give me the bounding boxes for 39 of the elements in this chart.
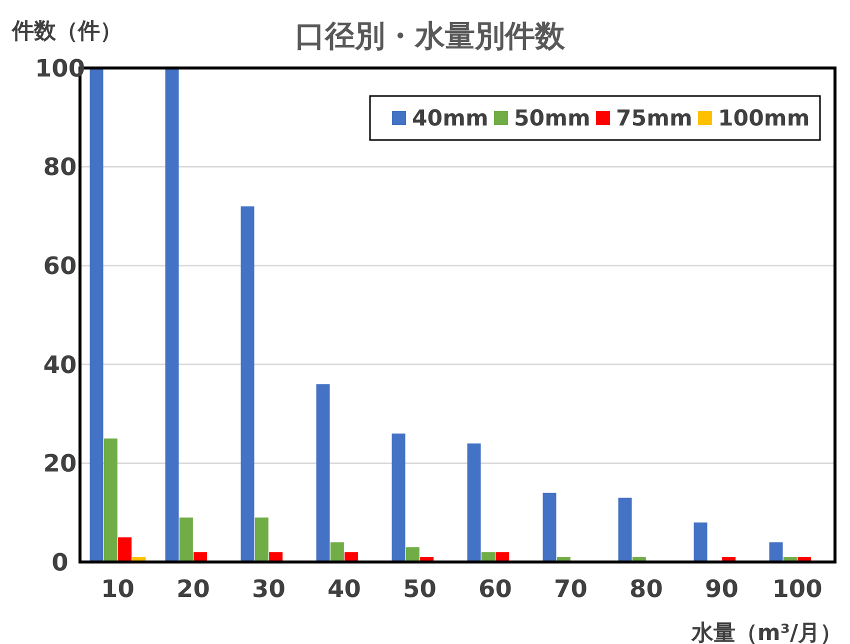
legend-label: 75mm xyxy=(616,106,692,132)
bar xyxy=(254,518,268,562)
bar xyxy=(392,434,406,562)
chart-title: 口径別・水量別件数 xyxy=(295,19,566,54)
x-tick-label: 70 xyxy=(554,575,588,603)
y-axis-title: 件数（件） xyxy=(11,19,122,44)
bar xyxy=(104,438,118,562)
bar xyxy=(240,206,254,562)
x-tick-label: 80 xyxy=(630,575,663,603)
y-tick-label: 20 xyxy=(43,450,77,478)
y-tick-label: 80 xyxy=(43,153,77,182)
bar xyxy=(118,537,132,562)
x-tick-label: 60 xyxy=(478,575,512,603)
bar xyxy=(618,498,632,562)
bar xyxy=(316,384,330,562)
bar xyxy=(179,518,193,562)
legend-label: 50mm xyxy=(514,106,590,132)
x-tick-label: 10 xyxy=(101,575,134,603)
bar xyxy=(542,492,556,562)
bar xyxy=(165,68,179,562)
x-tick-label: 100 xyxy=(772,575,822,603)
legend-label: 100mm xyxy=(718,106,810,132)
bar xyxy=(694,522,708,562)
y-tick-label: 100 xyxy=(34,54,86,82)
bar xyxy=(467,443,481,562)
legend-label: 40mm xyxy=(412,106,488,132)
bar xyxy=(406,547,420,562)
y-tick-label: 40 xyxy=(43,350,77,379)
x-axis-title: 水量（m³/月） xyxy=(690,621,842,644)
x-tick-label: 20 xyxy=(176,575,210,603)
y-tick-label: 60 xyxy=(43,252,77,280)
bar xyxy=(90,68,104,562)
x-tick-label: 90 xyxy=(705,575,738,603)
bar xyxy=(769,542,783,562)
x-tick-label: 40 xyxy=(328,575,361,603)
x-tick-label: 30 xyxy=(252,575,286,603)
x-tick-label: 50 xyxy=(403,575,436,603)
y-tick-label: 0 xyxy=(52,548,68,576)
bar xyxy=(330,542,344,562)
